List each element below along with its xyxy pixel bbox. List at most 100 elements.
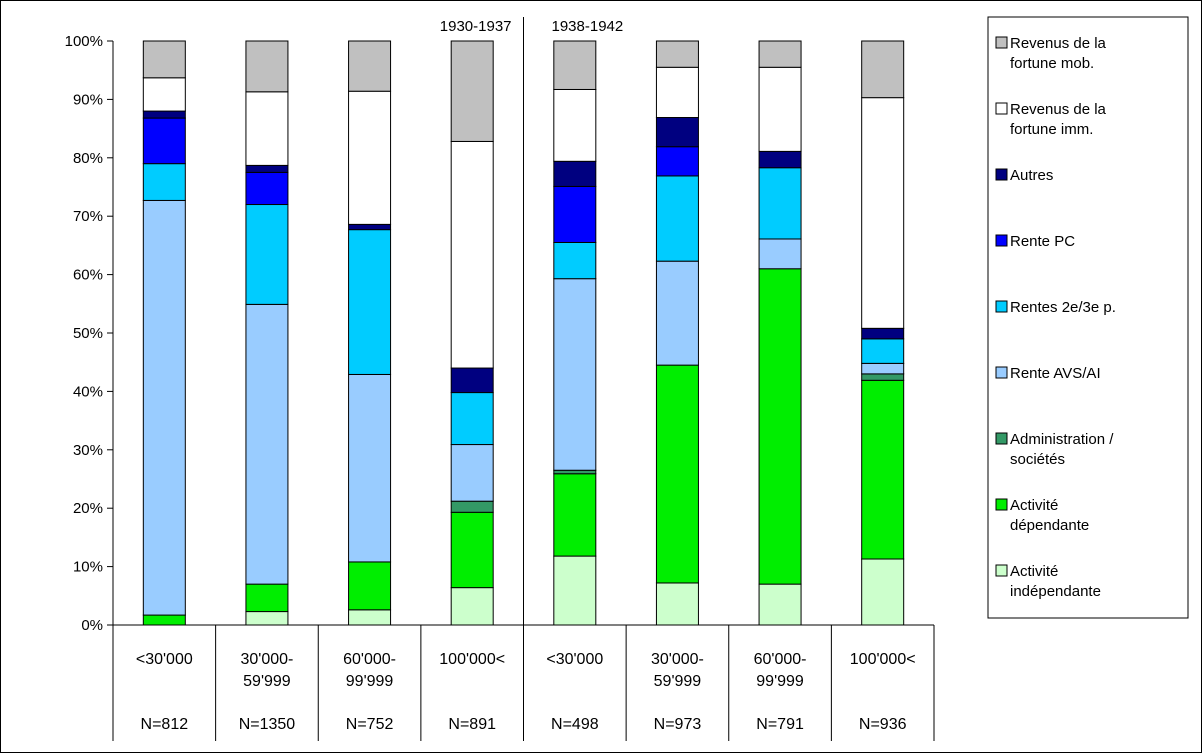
bar-segment xyxy=(862,98,904,329)
bar-segment xyxy=(143,41,185,78)
y-tick-label: 60% xyxy=(73,267,103,284)
bar-segment xyxy=(246,205,288,305)
bar-segment xyxy=(554,474,596,556)
bar-segment xyxy=(554,186,596,242)
y-tick-label: 70% xyxy=(73,208,103,225)
bar-segment xyxy=(759,239,801,269)
y-tick-label: 20% xyxy=(73,500,103,517)
bar-segment xyxy=(554,556,596,625)
legend-label: indépendante xyxy=(1010,583,1101,600)
bar-segment xyxy=(554,89,596,161)
x-count-label: N=891 xyxy=(448,716,496,733)
y-tick-label: 80% xyxy=(73,150,103,167)
legend-label: Activité xyxy=(1010,497,1058,514)
bar-segment xyxy=(143,164,185,201)
bar-segment xyxy=(451,141,493,368)
bar-segment xyxy=(451,41,493,141)
bar-segment xyxy=(554,161,596,186)
x-category-label: 99'999 xyxy=(756,673,804,690)
bar-segment xyxy=(349,610,391,625)
group-label: 1938-1942 xyxy=(552,18,624,35)
x-category-label: 100'000< xyxy=(439,651,505,668)
bar-segment xyxy=(451,588,493,625)
legend-label: fortune imm. xyxy=(1010,121,1093,138)
bar-segment xyxy=(656,261,698,365)
legend-label: Rente AVS/AI xyxy=(1010,365,1101,382)
legend-swatch xyxy=(996,103,1007,114)
x-count-label: N=936 xyxy=(859,716,907,733)
bar-segment xyxy=(349,374,391,561)
y-tick-label: 10% xyxy=(73,559,103,576)
bar-segment xyxy=(862,363,904,374)
bar-segment xyxy=(349,91,391,224)
legend-label: sociétés xyxy=(1010,451,1065,468)
x-category-label: 30'000- xyxy=(241,651,294,668)
legend-swatch xyxy=(996,169,1007,180)
legend-swatch xyxy=(996,433,1007,444)
y-tick-label: 100% xyxy=(65,33,103,50)
bar-segment xyxy=(246,172,288,204)
x-category-label: 99'999 xyxy=(346,673,394,690)
bar-segment xyxy=(656,118,698,147)
legend-label: dépendante xyxy=(1010,517,1089,534)
legend-swatch xyxy=(996,367,1007,378)
bar-segment xyxy=(656,176,698,261)
bar-segment xyxy=(656,41,698,67)
x-category-label: 59'999 xyxy=(654,673,702,690)
bar-segment xyxy=(246,41,288,92)
bar-segment xyxy=(759,168,801,239)
group-label: 1930-1937 xyxy=(440,18,512,35)
y-tick-label: 40% xyxy=(73,383,103,400)
bar-segment xyxy=(143,118,185,164)
legend-label: Autres xyxy=(1010,167,1053,184)
legend-swatch xyxy=(996,499,1007,510)
bar-segment xyxy=(862,339,904,364)
bar-segment xyxy=(349,230,391,375)
y-tick-label: 0% xyxy=(81,617,103,634)
bar-segment xyxy=(349,224,391,229)
bar-segment xyxy=(143,200,185,615)
bar-segment xyxy=(143,78,185,111)
legend-label: Activité xyxy=(1010,563,1058,580)
x-category-label: 59'999 xyxy=(243,673,291,690)
y-tick-label: 50% xyxy=(73,325,103,342)
bar-segment xyxy=(143,615,185,625)
bar-segment xyxy=(246,92,288,166)
bar-segment xyxy=(759,151,801,167)
bar-segment xyxy=(862,380,904,559)
bar-segment xyxy=(246,304,288,584)
y-tick-label: 30% xyxy=(73,442,103,459)
x-count-label: N=752 xyxy=(346,716,394,733)
bar-segment xyxy=(759,584,801,625)
bar-segment xyxy=(246,612,288,625)
bar-segment xyxy=(554,279,596,471)
x-category-label: 100'000< xyxy=(850,651,916,668)
legend-label: Rentes 2e/3e p. xyxy=(1010,299,1116,316)
bar-segment xyxy=(656,67,698,117)
legend-label: fortune mob. xyxy=(1010,55,1094,72)
bar-segment xyxy=(862,41,904,98)
x-category-label: 60'000- xyxy=(343,651,396,668)
bar-segment xyxy=(246,584,288,611)
bar-segment xyxy=(451,368,493,393)
x-category-label: 60'000- xyxy=(754,651,807,668)
bar-segment xyxy=(246,165,288,172)
bar-segment xyxy=(656,583,698,625)
x-count-label: N=812 xyxy=(141,716,189,733)
legend-swatch xyxy=(996,565,1007,576)
x-count-label: N=973 xyxy=(654,716,702,733)
bar-segment xyxy=(451,445,493,502)
y-tick-label: 90% xyxy=(73,91,103,108)
bar-segment xyxy=(759,269,801,584)
bar-segment xyxy=(656,365,698,583)
bar-segment xyxy=(451,512,493,587)
legend-swatch xyxy=(996,301,1007,312)
legend-label: Administration / xyxy=(1010,431,1114,448)
legend-swatch xyxy=(996,37,1007,48)
bar-segment xyxy=(554,242,596,278)
bar-segment xyxy=(862,374,904,380)
legend-label: Revenus de la xyxy=(1010,101,1107,118)
bar-segment xyxy=(349,41,391,91)
bar-segment xyxy=(554,470,596,474)
